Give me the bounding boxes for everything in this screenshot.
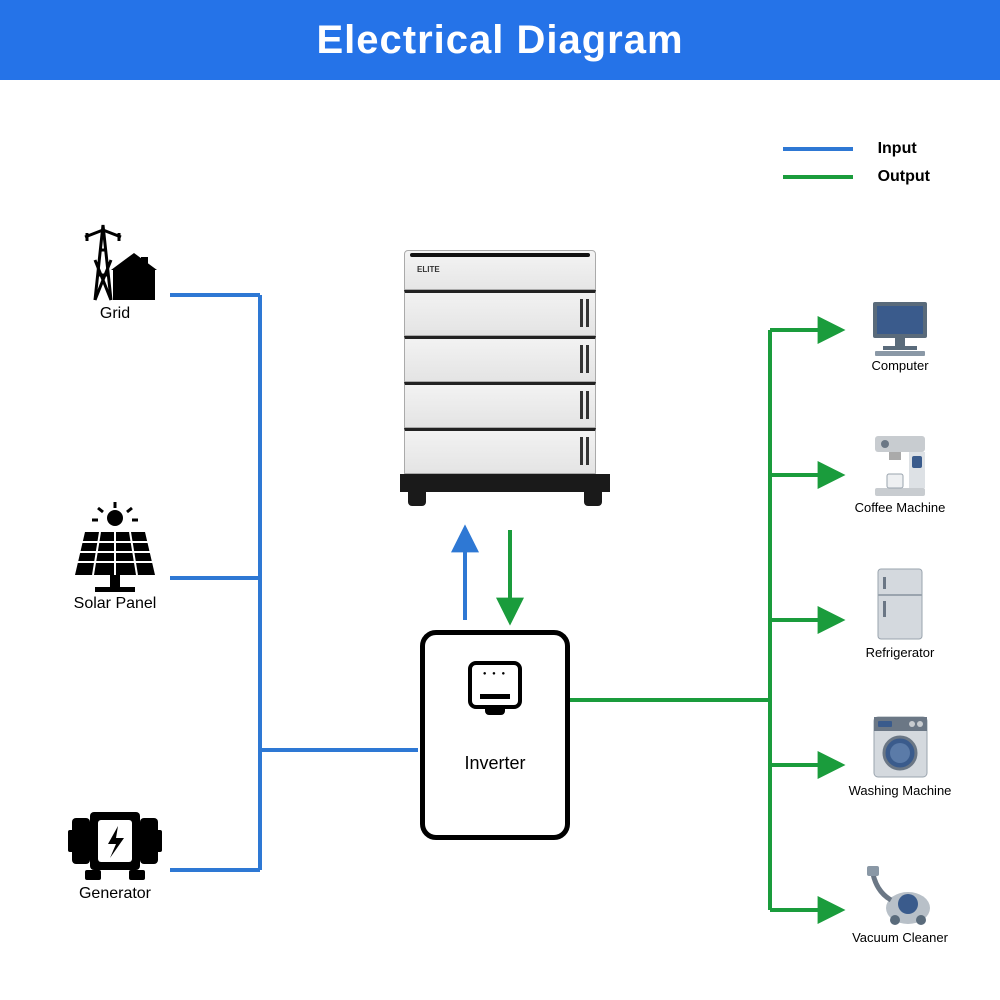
battery-logo: ELITE (417, 265, 440, 274)
computer-node: Computer (840, 298, 960, 373)
computer-icon (865, 298, 935, 358)
legend-output-label: Output (878, 168, 930, 186)
legend-output-row: Output (783, 168, 930, 186)
legend-input-label: Input (878, 140, 917, 158)
solar-panel-icon (60, 500, 170, 595)
grid-node: Grid (55, 215, 175, 323)
legend: Input Output (783, 140, 930, 196)
refrigerator-node: Refrigerator (840, 565, 960, 660)
vacuum-cleaner-node: Vacuum Cleaner (840, 860, 960, 945)
legend-input-line (783, 147, 853, 151)
coffee-label: Coffee Machine (840, 500, 960, 515)
coffee-machine-node: Coffee Machine (840, 430, 960, 515)
legend-input-row: Input (783, 140, 930, 158)
fridge-label: Refrigerator (840, 645, 960, 660)
grid-label: Grid (55, 305, 175, 323)
battery-stack-icon: ELITE (400, 250, 600, 490)
generator-node: Generator (55, 800, 175, 903)
generator-label: Generator (55, 885, 175, 903)
inverter-node: ● ● ● Inverter (420, 630, 570, 840)
battery-stack-node: ELITE (400, 250, 600, 490)
title-bar: Electrical Diagram (0, 0, 1000, 80)
solar-panel-node: Solar Panel (55, 500, 175, 613)
page-title: Electrical Diagram (316, 18, 683, 63)
solar-label: Solar Panel (55, 595, 175, 613)
coffee-machine-icon (865, 430, 935, 500)
grid-icon (65, 215, 165, 305)
washer-label: Washing Machine (840, 783, 960, 798)
vacuum-label: Vacuum Cleaner (840, 930, 960, 945)
vacuum-cleaner-icon (863, 860, 938, 930)
inverter-label: Inverter (464, 753, 525, 774)
inverter-icon: ● ● ● Inverter (420, 630, 570, 840)
computer-label: Computer (840, 358, 960, 373)
refrigerator-icon (870, 565, 930, 645)
legend-output-line (783, 175, 853, 179)
washing-machine-icon (868, 713, 933, 783)
generator-icon (60, 800, 170, 885)
washing-machine-node: Washing Machine (840, 713, 960, 798)
